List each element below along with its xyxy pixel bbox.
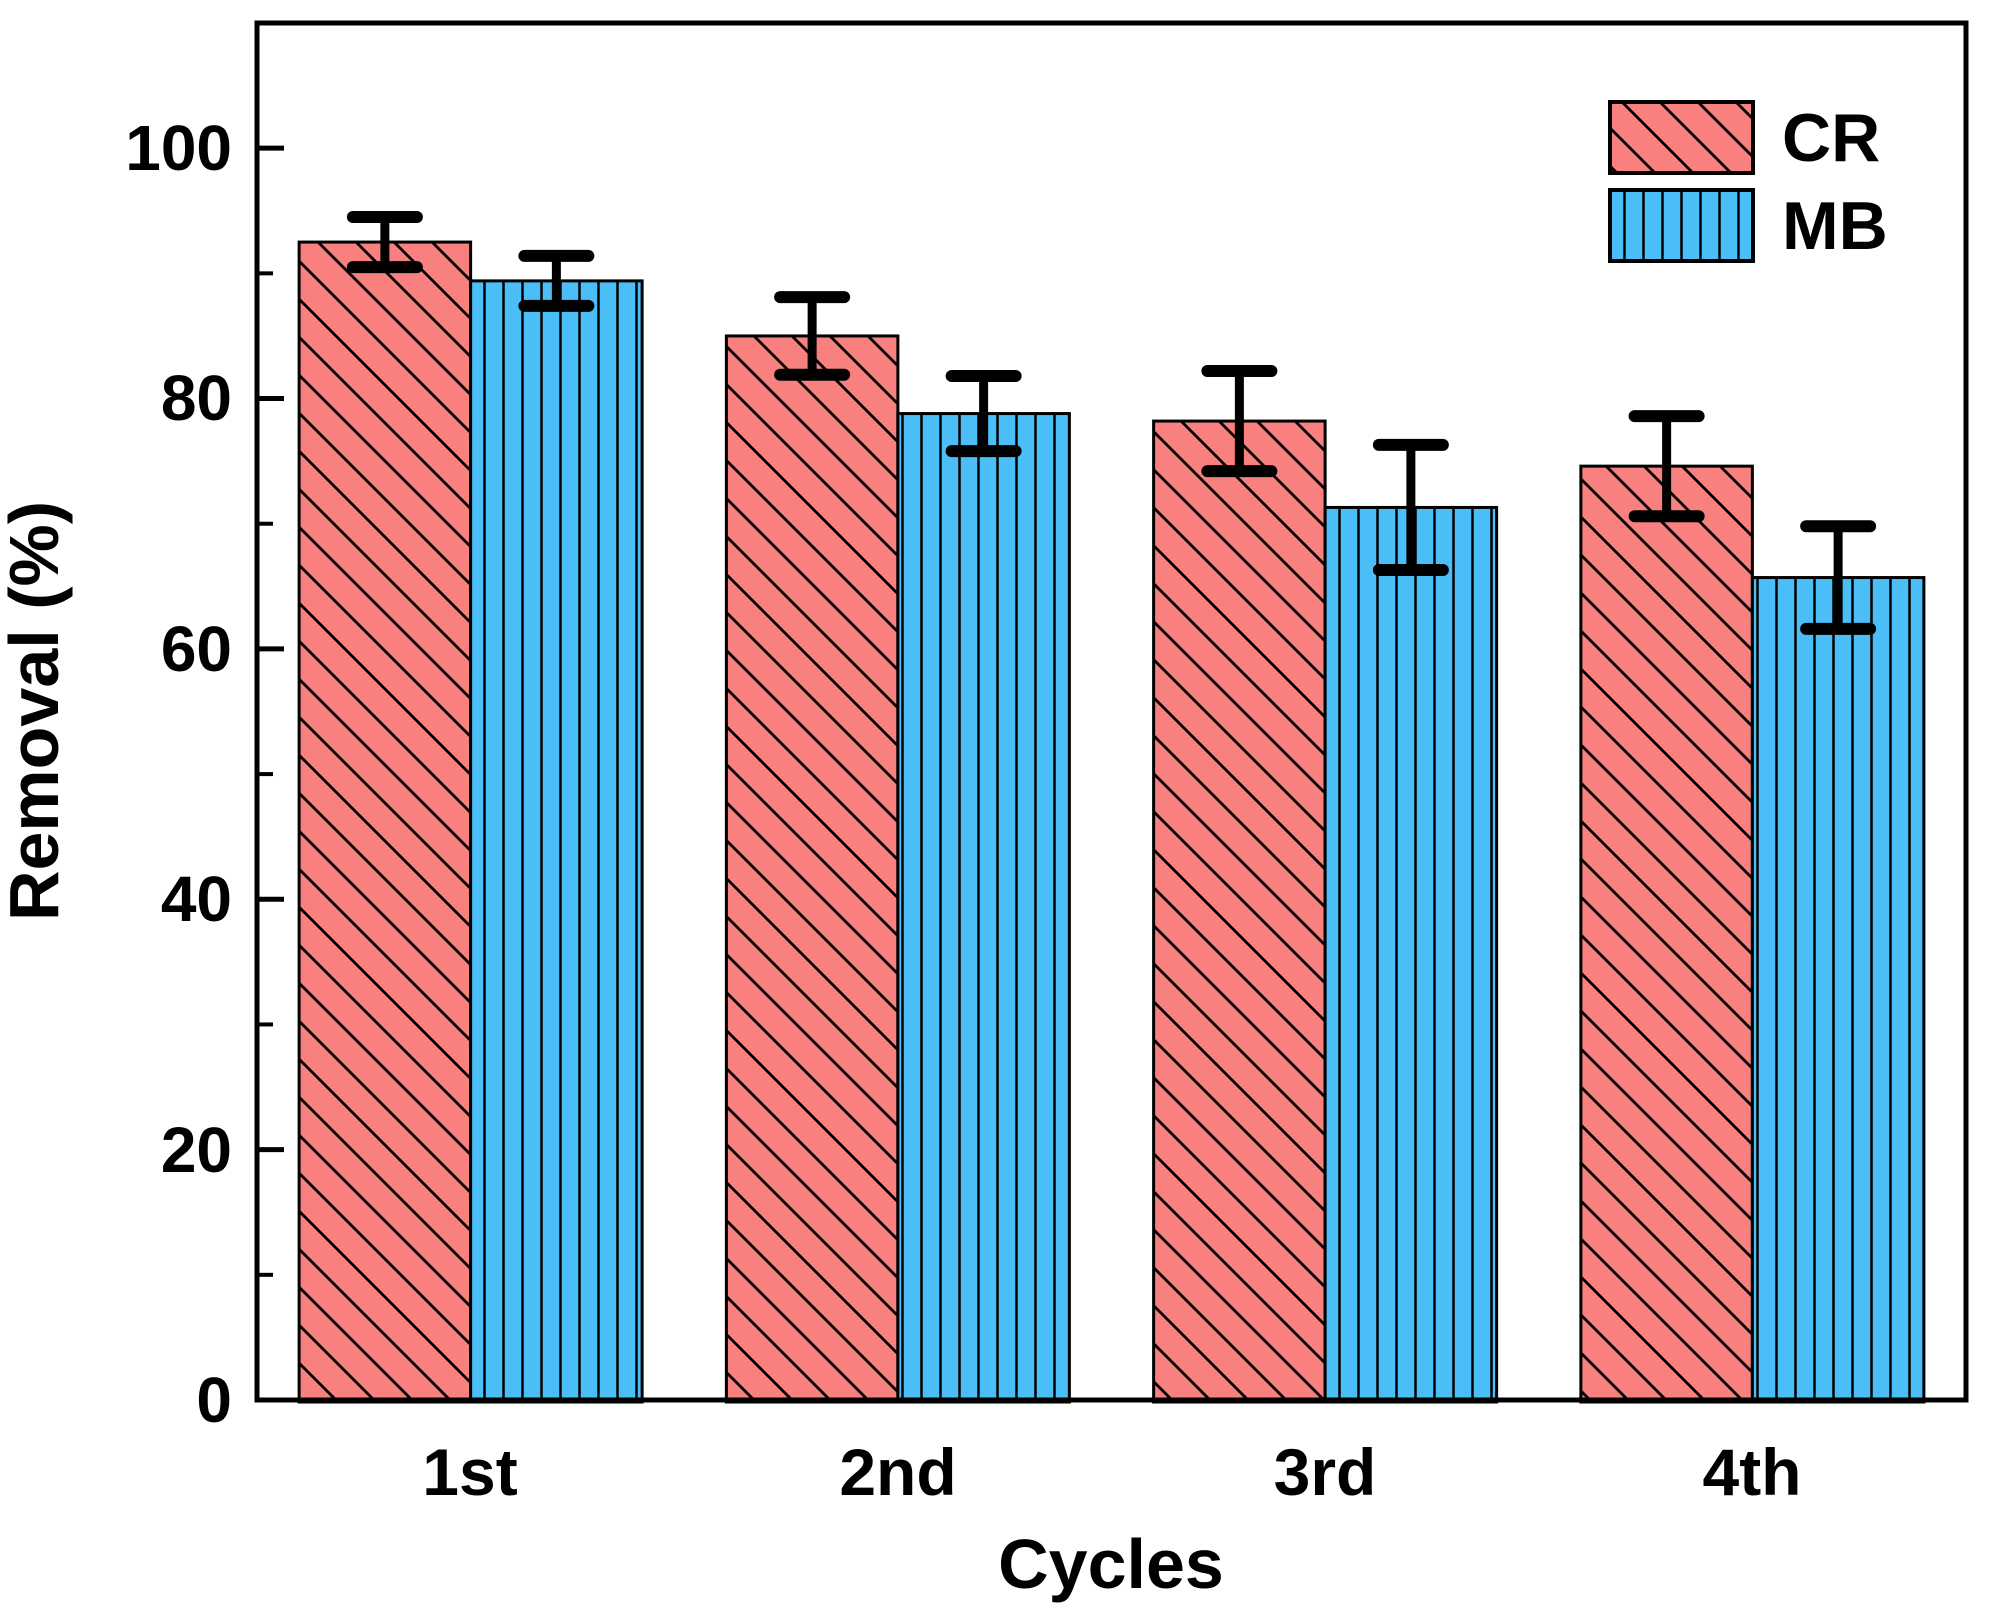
error-bar-cr-4th: [1628, 410, 1705, 523]
bar-mb-1st: [469, 279, 644, 1404]
y-axis-ticks: [257, 145, 284, 1403]
y-tick-label-60: 60: [161, 613, 232, 685]
bar-mb-4th: [1750, 576, 1926, 1404]
y-tick-label-0: 0: [196, 1364, 232, 1436]
bar-mb-3rd: [1323, 505, 1499, 1404]
legend: CR MB: [1608, 100, 1888, 264]
bar-cr-1st: [297, 240, 473, 1404]
x-tick-label-4th: 4th: [1703, 1435, 1802, 1509]
error-bar-cr-1st: [346, 211, 423, 274]
y-axis-title: Removal (%): [0, 501, 73, 921]
error-bar-mb-2nd: [945, 370, 1022, 458]
error-bar-mb-4th: [1800, 520, 1877, 635]
error-bar-cr-2nd: [774, 291, 851, 381]
legend-label-cr: CR: [1782, 100, 1880, 176]
bar-mb-2nd: [896, 412, 1071, 1404]
x-axis-title: Cycles: [998, 1525, 1224, 1603]
error-bar-mb-3rd: [1372, 438, 1449, 577]
y-tick-label-40: 40: [161, 863, 232, 935]
error-bar-cr-3rd: [1201, 365, 1278, 478]
bar-cr-2nd: [724, 334, 900, 1404]
y-tick-label-20: 20: [161, 1114, 232, 1186]
bars-layer: [297, 211, 1926, 1404]
legend-swatch-mb: [1608, 188, 1755, 263]
x-tick-label-2nd: 2nd: [839, 1435, 956, 1509]
error-bar-mb-1st: [518, 249, 595, 312]
legend-label-mb: MB: [1782, 188, 1888, 264]
plot-frame: [254, 20, 1969, 1403]
x-tick-label-1st: 1st: [422, 1435, 517, 1509]
y-tick-label-100: 100: [125, 112, 232, 184]
bar-cr-4th: [1579, 464, 1754, 1404]
y-tick-label-80: 80: [161, 362, 232, 434]
x-tick-label-3rd: 3rd: [1274, 1435, 1377, 1509]
bar-cr-3rd: [1152, 419, 1327, 1404]
legend-swatch-cr: [1608, 100, 1755, 175]
